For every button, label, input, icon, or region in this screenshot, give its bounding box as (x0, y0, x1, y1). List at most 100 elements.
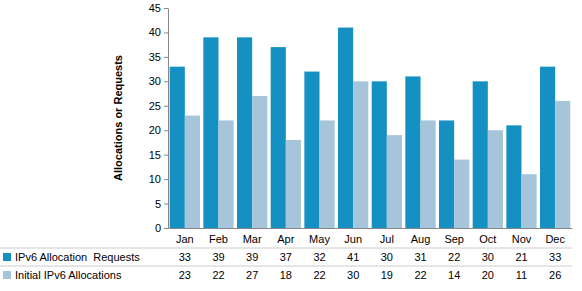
y-tick-label: 40 (149, 26, 161, 38)
bar (237, 37, 252, 228)
x-tick-label: Apr (277, 233, 294, 245)
y-tick-label: 30 (149, 75, 161, 87)
y-tick-label: 15 (149, 149, 161, 161)
y-tick: 5 (155, 198, 168, 210)
x-axis-line (169, 228, 573, 229)
y-tick-mark (164, 8, 168, 9)
x-tick-label: Dec (545, 233, 565, 245)
x-tick: Sep (444, 228, 464, 245)
bar (555, 101, 570, 228)
y-axis-line (168, 9, 169, 229)
bar (387, 135, 402, 228)
table-value: 22 (313, 269, 325, 281)
y-tick-label: 20 (149, 124, 161, 136)
x-tick: Jun (344, 228, 362, 245)
x-tick-label: Feb (209, 233, 228, 245)
table-value: 39 (246, 251, 258, 263)
bar (473, 81, 488, 228)
x-tick-label: Jan (176, 233, 194, 245)
y-tick: 35 (149, 51, 168, 63)
y-tick: 45 (149, 2, 168, 14)
x-axis: Jan Feb Mar Apr May Jun Jul Aug Sep Oct Nov Dec (169, 228, 573, 245)
x-tick-label: Jun (344, 233, 362, 245)
y-tick-label: 35 (149, 51, 161, 63)
table-value: 30 (347, 269, 359, 281)
bar-series (170, 28, 555, 228)
x-tick-label: Jul (380, 233, 394, 245)
bar (203, 37, 218, 228)
x-tick: Feb (209, 228, 228, 245)
bar (454, 160, 469, 228)
bar (219, 120, 234, 228)
legend-table: IPv6 Allocation Requests3339393732413031… (0, 248, 572, 281)
table-value: 27 (246, 269, 258, 281)
bar (439, 120, 454, 228)
y-tick-mark (164, 228, 168, 229)
table-value: 19 (381, 269, 393, 281)
x-tick: Jul (380, 228, 394, 245)
table-value: 31 (414, 251, 426, 263)
y-tick-mark (164, 155, 168, 156)
x-tick-label: Nov (512, 233, 532, 245)
y-axis: 0 5 10 15 20 25 30 35 40 45 (149, 2, 169, 234)
table-value: 18 (280, 269, 292, 281)
bar (271, 47, 286, 228)
x-tick: Oct (479, 228, 496, 245)
table-value: 11 (516, 269, 527, 281)
table-value: 23 (179, 269, 191, 281)
y-tick-label: 10 (149, 173, 161, 185)
y-tick-mark (164, 179, 168, 180)
bar (421, 120, 436, 228)
bar (488, 130, 503, 228)
y-tick-mark (164, 130, 168, 131)
y-tick: 0 (155, 222, 168, 234)
x-tick-label: May (309, 233, 330, 245)
y-tick-mark (164, 57, 168, 58)
y-tick: 25 (149, 100, 168, 112)
y-tick-mark (164, 32, 168, 33)
x-tick-label: Mar (243, 233, 262, 245)
x-tick: Apr (277, 228, 294, 245)
bar (170, 67, 185, 228)
table-value: 22 (212, 269, 224, 281)
y-tick: 20 (149, 124, 168, 136)
bars (170, 28, 571, 228)
table-value: 33 (179, 251, 191, 263)
table-value: 14 (448, 269, 460, 281)
y-tick: 40 (149, 26, 168, 38)
legend-label: Initial IPv6 Allocations (15, 269, 122, 281)
bar (506, 125, 521, 228)
table-value: 22 (448, 251, 460, 263)
bar (405, 76, 420, 228)
table-value: 37 (280, 251, 292, 263)
bar (286, 140, 301, 228)
x-tick: Aug (411, 228, 431, 245)
bar (522, 174, 537, 228)
x-tick: Mar (243, 228, 262, 245)
x-tick: May (309, 228, 330, 245)
legend-label: IPv6 Allocation Requests (15, 251, 140, 263)
y-tick: 15 (149, 149, 168, 161)
y-tick: 10 (149, 173, 168, 185)
y-axis-title: Allocations or Requests (112, 55, 124, 181)
x-tick: Nov (512, 228, 532, 245)
y-tick-mark (164, 106, 168, 107)
table-value: 20 (482, 269, 494, 281)
legend-swatch (3, 253, 11, 261)
y-tick-mark (164, 81, 168, 82)
table-rule (0, 266, 572, 267)
table-value: 33 (549, 251, 561, 263)
x-tick-label: Oct (479, 233, 496, 245)
x-tick: Jan (176, 228, 194, 245)
bar (320, 120, 335, 228)
bar (304, 72, 319, 228)
table-value: 30 (482, 251, 494, 263)
bar (252, 96, 267, 228)
y-tick-label: 25 (149, 100, 161, 112)
table-value: 22 (414, 269, 426, 281)
chart: 0 5 10 15 20 25 30 35 40 45 Allocations or Request… (0, 0, 582, 291)
table-value: 26 (549, 269, 561, 281)
y-tick-label: 5 (155, 198, 161, 210)
bar (338, 28, 353, 228)
bar (185, 116, 200, 228)
